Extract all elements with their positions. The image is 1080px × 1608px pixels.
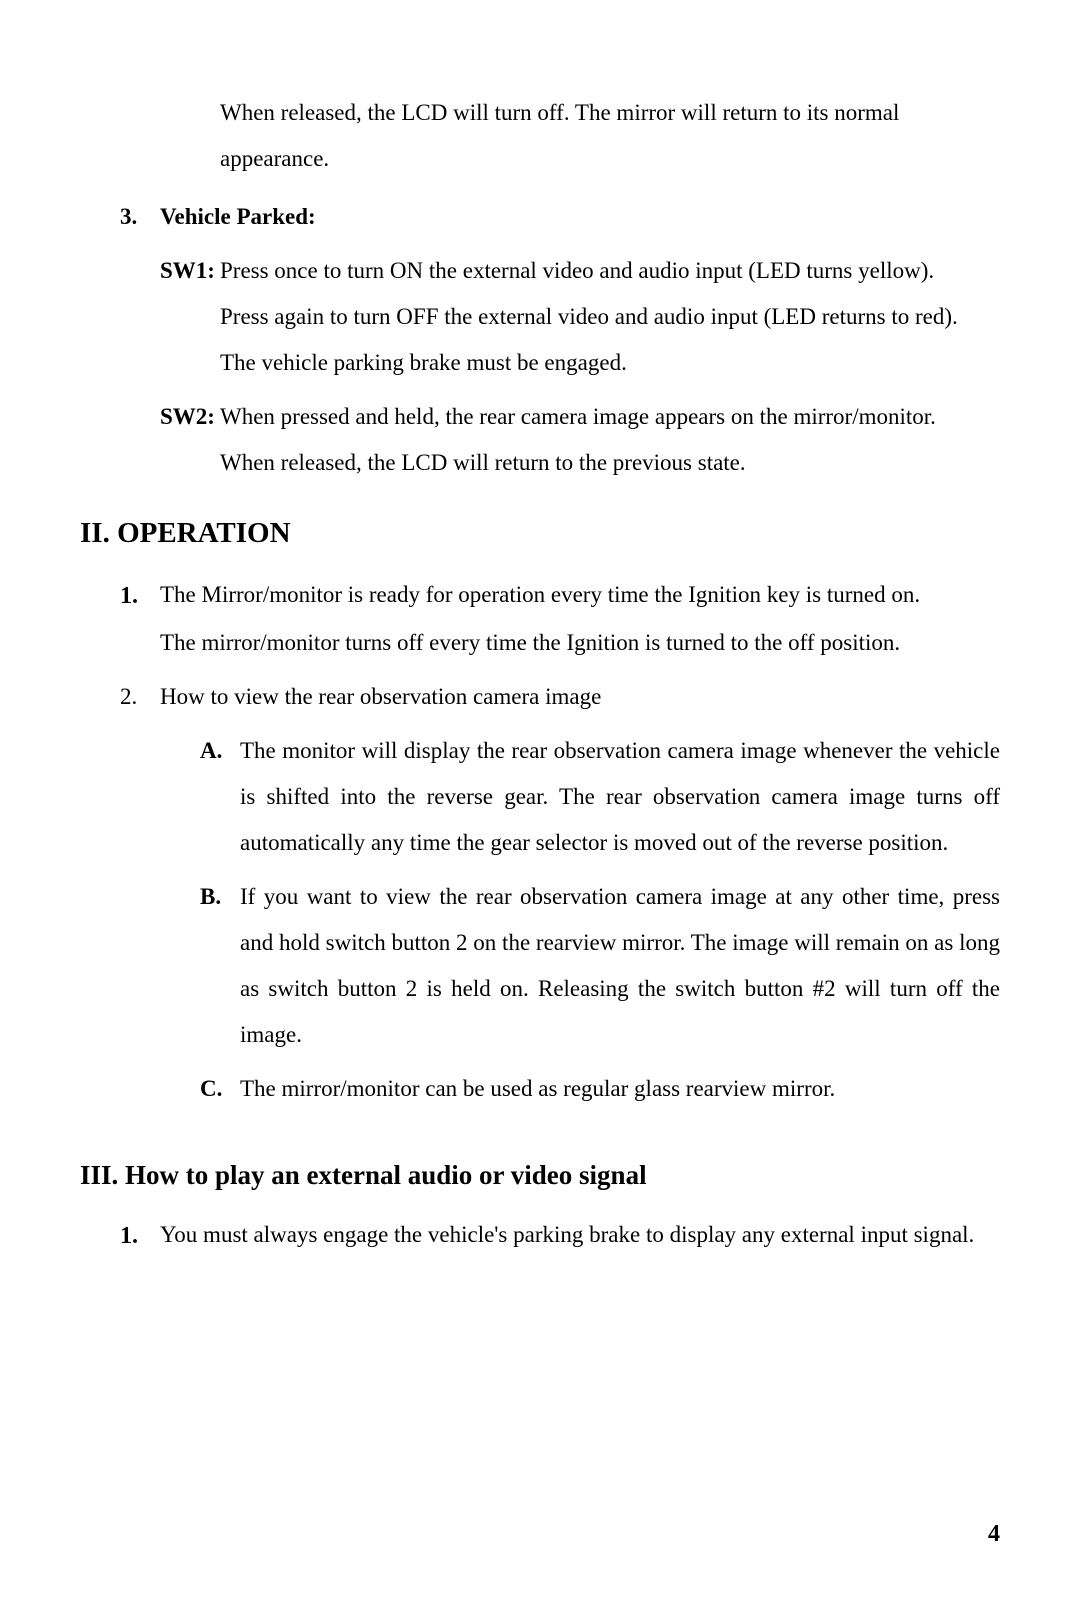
sub-item-b: B. If you want to view the rear observat…	[200, 874, 1000, 1058]
sub-letter: A.	[200, 728, 240, 866]
section-2-item-2-sublist: A. The monitor will display the rear obs…	[200, 728, 1000, 1112]
section-2-list: 1. The Mirror/monitor is ready for opera…	[120, 572, 1000, 1112]
item-text: How to view the rear observation camera …	[160, 674, 1000, 720]
item-3-label: Vehicle Parked:	[160, 194, 316, 240]
sw2-block: SW2: When pressed and held, the rear cam…	[160, 394, 1000, 486]
sw1-line2: Press again to turn OFF the external vid…	[220, 294, 1000, 340]
sw2-line1: When pressed and held, the rear camera i…	[220, 394, 1000, 440]
list-item: 1. You must always engage the vehicle's …	[120, 1212, 1000, 1260]
section-3-heading: III. How to play an external audio or vi…	[80, 1148, 1000, 1202]
list-item: 1. The Mirror/monitor is ready for opera…	[120, 572, 1000, 620]
sw1-line3: The vehicle parking brake must be engage…	[220, 340, 1000, 386]
item-number: 1.	[120, 572, 160, 620]
sw1-block: SW1: Press once to turn ON the external …	[160, 248, 1000, 386]
sub-item-c: C. The mirror/monitor can be used as reg…	[200, 1066, 1000, 1112]
document-body: When released, the LCD will turn off. Th…	[80, 90, 1000, 1260]
item-1-p2: The mirror/monitor turns off every time …	[160, 620, 1000, 666]
item-3-number: 3.	[120, 194, 160, 240]
list-item: 2. How to view the rear observation came…	[120, 674, 1000, 720]
item-3-header: 3. Vehicle Parked:	[120, 194, 1000, 240]
sw2-label: SW2:	[160, 394, 220, 440]
item-text: The Mirror/monitor is ready for operatio…	[160, 572, 1000, 620]
sw1-line1: Press once to turn ON the external video…	[220, 248, 1000, 294]
item-text: You must always engage the vehicle's par…	[160, 1212, 1000, 1260]
item-number: 1.	[120, 1212, 160, 1260]
section-2-heading: II. OPERATION	[80, 504, 1000, 562]
page-number: 4	[988, 1521, 1000, 1548]
section-3-list: 1. You must always engage the vehicle's …	[120, 1212, 1000, 1260]
sub-text: The monitor will display the rear observ…	[240, 728, 1000, 866]
sw1-label: SW1:	[160, 248, 220, 294]
continuation-line-2: appearance.	[220, 136, 1000, 182]
sw2-line2: When released, the LCD will return to th…	[220, 440, 1000, 486]
sub-letter: B.	[200, 874, 240, 1058]
sub-letter: C.	[200, 1066, 240, 1112]
sub-text: The mirror/monitor can be used as regula…	[240, 1066, 1000, 1112]
item-number: 2.	[120, 674, 160, 720]
sub-text: If you want to view the rear observation…	[240, 874, 1000, 1058]
continuation-line-1: When released, the LCD will turn off. Th…	[220, 90, 1000, 136]
sub-item-a: A. The monitor will display the rear obs…	[200, 728, 1000, 866]
